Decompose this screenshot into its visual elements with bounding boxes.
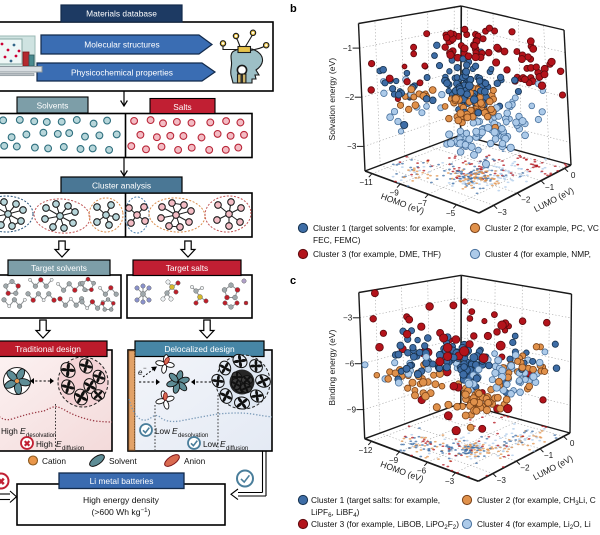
svg-text:diffusion: diffusion (226, 446, 248, 452)
svg-text:Target solvents: Target solvents (31, 263, 87, 273)
svg-text:−1: −1 (544, 451, 554, 460)
svg-text:−3: −3 (347, 142, 357, 151)
svg-text:✖: ✖ (0, 477, 5, 488)
svg-text:−11: −11 (359, 178, 373, 187)
svg-text:High: High (36, 440, 53, 449)
svg-text:Anion: Anion (184, 456, 206, 466)
svg-text:Delocalized design: Delocalized design (164, 344, 235, 354)
svg-text:Low: Low (203, 440, 218, 449)
svg-text:Li metal batteries: Li metal batteries (90, 476, 154, 486)
svg-text:−2: −2 (345, 93, 355, 102)
svg-text:c: c (290, 275, 296, 287)
svg-text:−3: −3 (445, 477, 455, 486)
svg-text:Cluster 3 (for example, LiBOB,: Cluster 3 (for example, LiBOB, LiPO2F2) (311, 519, 459, 530)
svg-text:Cluster 4 (for example, NMP,: Cluster 4 (for example, NMP, (485, 249, 591, 259)
svg-text:0: 0 (571, 171, 576, 180)
svg-text:Solvents: Solvents (37, 101, 69, 111)
svg-text:Cluster 1 (target salts: for e: Cluster 1 (target salts: for example, (311, 495, 440, 505)
svg-text:Target salts: Target salts (166, 263, 208, 273)
svg-text:Materials database: Materials database (86, 9, 157, 19)
svg-text:diffusion: diffusion (62, 446, 84, 452)
svg-text:−6: −6 (345, 360, 355, 369)
svg-text:0: 0 (570, 439, 575, 448)
svg-text:Cation: Cation (42, 456, 66, 466)
svg-text:Binding energy (eV): Binding energy (eV) (327, 329, 337, 405)
svg-text:Cluster analysis: Cluster analysis (92, 181, 151, 191)
svg-text:−3: −3 (498, 208, 508, 217)
svg-text:FEC, FEMC): FEC, FEMC) (313, 235, 361, 245)
svg-text:−5: −5 (446, 209, 456, 218)
svg-text:Salts: Salts (173, 102, 191, 112)
svg-text:High: High (1, 427, 18, 436)
svg-text:Solvation energy (eV): Solvation energy (eV) (327, 58, 337, 141)
svg-text:b: b (290, 3, 297, 15)
svg-text:Cluster 1 (target solvents: fo: Cluster 1 (target solvents: for example, (313, 223, 456, 233)
svg-text:−1: −1 (545, 183, 555, 192)
svg-text:−9: −9 (347, 405, 357, 414)
svg-text:Solvent: Solvent (109, 456, 137, 466)
svg-text:Molecular structures: Molecular structures (84, 40, 159, 50)
svg-text:−12: −12 (359, 446, 373, 455)
svg-text:✖: ✖ (23, 439, 31, 449)
svg-text:−3: −3 (343, 314, 353, 323)
svg-text:High energy density: High energy density (83, 495, 160, 505)
svg-text:−3: −3 (497, 476, 507, 485)
svg-text:Cluster 3 (for example, DME, T: Cluster 3 (for example, DME, THF) (313, 249, 441, 259)
svg-text:−2: −2 (521, 196, 531, 205)
svg-text:Traditional design: Traditional design (15, 344, 81, 354)
svg-text:−1: −1 (343, 44, 353, 53)
svg-text:Cluster 2 (for example, PC, VC: Cluster 2 (for example, PC, VC (485, 223, 599, 233)
svg-text:−2: −2 (520, 464, 530, 473)
svg-text:Physicochemical properties: Physicochemical properties (71, 68, 173, 78)
svg-text:−: − (143, 366, 147, 372)
svg-text:Cluster 4 (for example, Li2O,: Cluster 4 (for example, Li2O, Li (477, 519, 591, 530)
svg-text:Low: Low (155, 427, 170, 436)
